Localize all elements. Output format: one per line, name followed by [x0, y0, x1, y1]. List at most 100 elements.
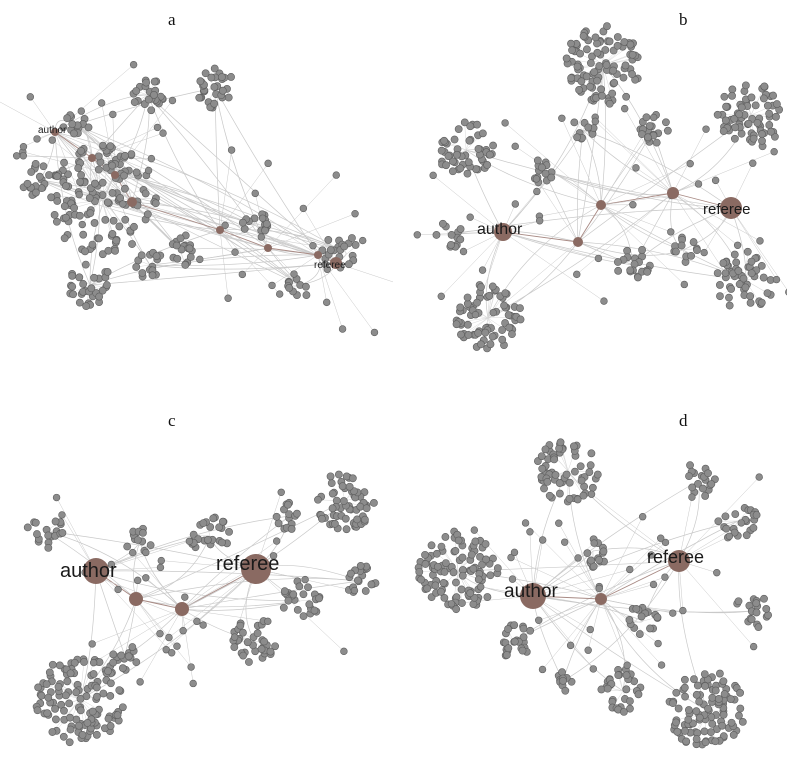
leaf-node: [558, 114, 566, 122]
leaf-node: [48, 728, 57, 736]
leaf-node: [711, 737, 720, 746]
leaf-node: [43, 709, 52, 718]
edge: [542, 169, 674, 196]
leaf-node: [199, 621, 207, 629]
edge: [600, 584, 654, 600]
leaf-node: [326, 246, 335, 254]
edge: [567, 470, 680, 562]
leaf-node: [185, 244, 194, 253]
panel-letter: a: [168, 10, 176, 29]
leaf-node: [466, 122, 475, 131]
leaf-node: [451, 546, 460, 555]
leaf-node: [353, 515, 362, 524]
leaf-node: [661, 538, 670, 547]
leaf-node: [99, 141, 107, 150]
leaf-node: [304, 583, 312, 592]
leaf-node: [218, 517, 227, 526]
leaf-node: [326, 472, 335, 481]
edge: [149, 262, 337, 270]
leaf-node: [673, 727, 682, 736]
leaf-node: [447, 230, 456, 239]
leaf-node: [106, 692, 115, 700]
leaf-node: [457, 585, 466, 594]
leaf-node: [573, 133, 581, 142]
edge: [135, 598, 161, 634]
author-node: [83, 558, 109, 584]
edge: [139, 540, 183, 610]
leaf-node: [440, 593, 449, 602]
leaf-node: [622, 685, 631, 694]
leaf-node: [459, 247, 468, 256]
edge: [91, 127, 158, 159]
leaf-node: [759, 94, 768, 103]
leaf-node: [695, 697, 704, 706]
leaf-node: [119, 200, 127, 208]
leaf-node: [687, 251, 696, 260]
edge: [672, 151, 775, 194]
leaf-node: [521, 519, 530, 527]
leaf-node: [765, 121, 774, 129]
leaf-node: [70, 658, 79, 667]
leaf-node: [704, 469, 712, 478]
leaf-node: [620, 38, 629, 46]
edge: [52, 698, 81, 733]
leaf-node: [51, 517, 60, 526]
leaf-node: [107, 560, 116, 569]
leaf-node-layer: [12, 60, 379, 337]
edge: [600, 560, 680, 600]
leaf-node: [688, 483, 697, 492]
leaf-node: [89, 670, 98, 678]
leaf-node: [471, 537, 480, 546]
edge: [219, 229, 341, 251]
leaf-node: [12, 152, 21, 160]
edge: [502, 231, 599, 259]
leaf-node: [103, 198, 112, 207]
author-label: author: [504, 581, 559, 602]
leaf-node: [45, 668, 54, 677]
leaf-node: [763, 289, 772, 298]
leaf-node: [92, 683, 101, 692]
leaf-node: [566, 641, 575, 650]
leaf-node: [48, 136, 56, 144]
leaf-node: [272, 537, 281, 545]
leaf-node: [498, 326, 507, 334]
leaf-node: [738, 718, 747, 726]
leaf-node: [538, 665, 547, 674]
edge: [485, 231, 504, 319]
leaf-node: [560, 538, 569, 546]
leaf-node: [151, 199, 160, 208]
leaf-node: [719, 710, 728, 719]
leaf-node: [236, 621, 245, 630]
leaf-node: [456, 303, 465, 312]
leaf-node: [95, 292, 104, 301]
edge: [595, 117, 674, 194]
leaf-node: [587, 449, 596, 458]
leaf-node: [505, 323, 514, 332]
leaf-node: [432, 231, 441, 239]
edge: [95, 570, 301, 602]
leaf-node: [346, 569, 355, 578]
leaf-node: [732, 258, 741, 267]
leaf-node: [469, 600, 478, 608]
leaf-node: [31, 518, 40, 527]
leaf-node: [302, 282, 310, 291]
leaf-node: [147, 154, 156, 163]
leaf-node: [340, 242, 349, 251]
leaf-node: [622, 92, 631, 101]
leaf-node: [613, 41, 622, 50]
edge: [487, 317, 503, 340]
leaf-node: [471, 311, 480, 319]
edge: [16, 155, 93, 159]
leaf-node: [593, 48, 602, 57]
leaf-node: [586, 59, 595, 67]
leaf-node: [367, 580, 376, 589]
leaf-node-layer: [414, 438, 772, 749]
leaf-node: [72, 688, 81, 697]
leaf-node: [290, 270, 298, 278]
leaf-node: [94, 152, 103, 161]
leaf-node: [361, 587, 370, 595]
edge: [219, 229, 229, 299]
author-node: [51, 128, 59, 136]
leaf-node: [201, 69, 210, 78]
hub-node: [129, 592, 143, 606]
